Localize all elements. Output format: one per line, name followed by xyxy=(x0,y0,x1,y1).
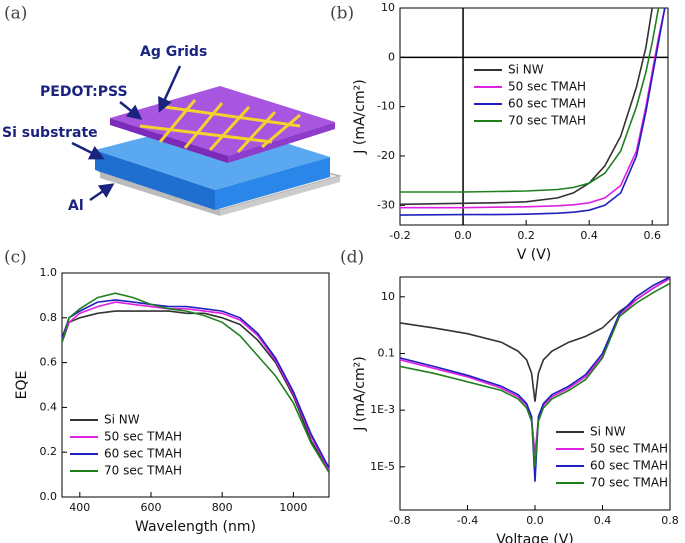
legend-label: 70 sec TMAH xyxy=(590,476,668,490)
series-line xyxy=(400,282,670,467)
series-line xyxy=(62,310,329,471)
diagram-label: Al xyxy=(68,198,84,214)
series-line xyxy=(62,301,329,471)
x-tick-label: 0.4 xyxy=(580,229,598,242)
legend-label: 50 sec TMAH xyxy=(508,80,586,94)
y-tick-label: 10 xyxy=(381,290,395,303)
x-tick-label: 1000 xyxy=(279,501,307,514)
y-tick-label: -10 xyxy=(377,100,395,113)
series-line xyxy=(400,8,660,193)
x-tick-label: 400 xyxy=(69,501,90,514)
y-axis-label: EQE xyxy=(14,371,30,400)
x-axis-label: Wavelength (nm) xyxy=(135,519,256,535)
plot-frame xyxy=(399,7,669,226)
y-tick-label: 1.0 xyxy=(40,266,58,279)
x-tick-label: 0.6 xyxy=(643,229,661,242)
panel-label: (b) xyxy=(330,4,354,24)
diagram-label: Si substrate xyxy=(2,125,98,141)
diagram-label: Ag Grids xyxy=(140,44,207,60)
legend-label: 60 sec TMAH xyxy=(590,459,668,473)
legend-label: 70 sec TMAH xyxy=(104,464,182,478)
x-tick-label: 0.0 xyxy=(454,229,472,242)
legend-label: 50 sec TMAH xyxy=(590,442,668,456)
panel-label: (d) xyxy=(340,248,364,268)
x-tick-label: 800 xyxy=(212,501,233,514)
y-tick-label: 0.1 xyxy=(378,346,396,359)
x-axis-label: V (V) xyxy=(517,247,552,263)
x-tick-label: -0.4 xyxy=(457,514,478,527)
x-tick-label: 0.2 xyxy=(517,229,535,242)
y-tick-label: 0.2 xyxy=(40,445,58,458)
series-line xyxy=(400,8,666,216)
y-tick-label: -30 xyxy=(377,198,395,211)
y-tick-label: 0.8 xyxy=(40,311,58,324)
plot-frame xyxy=(399,276,671,511)
panel-label: (a) xyxy=(4,4,27,24)
x-tick-label: 0.8 xyxy=(661,514,679,527)
y-tick-label: 1E-3 xyxy=(370,403,395,416)
x-tick-label: 0.0 xyxy=(526,514,544,527)
y-tick-label: -20 xyxy=(377,149,395,162)
x-axis-label: Voltage (V) xyxy=(496,532,573,543)
y-tick-label: 0.4 xyxy=(40,400,58,413)
x-tick-label: -0.8 xyxy=(389,514,410,527)
x-tick-label: 600 xyxy=(141,501,162,514)
series-line xyxy=(62,292,329,473)
x-tick-label: -0.2 xyxy=(389,229,410,242)
y-axis-label: J (mA/cm²) xyxy=(352,356,368,431)
y-tick-label: 0.6 xyxy=(40,356,58,369)
y-tick-label: 10 xyxy=(381,1,395,14)
diagram-label: PEDOT:PSS xyxy=(40,84,128,100)
y-tick-label: 1E-5 xyxy=(370,460,395,473)
y-axis-label: J (mA/cm²) xyxy=(352,79,368,154)
legend-label: 60 sec TMAH xyxy=(508,97,586,111)
x-tick-label: 0.4 xyxy=(594,514,612,527)
legend-label: 60 sec TMAH xyxy=(104,447,182,461)
series-line xyxy=(400,8,653,206)
legend-label: 50 sec TMAH xyxy=(104,430,182,444)
legend-label: Si NW xyxy=(104,413,140,427)
y-tick-label: 0 xyxy=(388,50,395,63)
device-diagram: Ag Grids PEDOT:PSS Si substrate Al xyxy=(2,44,342,216)
series-line xyxy=(400,8,666,209)
series-line xyxy=(400,277,670,482)
legend-label: 70 sec TMAH xyxy=(508,114,586,128)
legend-label: Si NW xyxy=(590,425,626,439)
series-line xyxy=(62,299,329,469)
panel-label: (c) xyxy=(4,248,27,268)
legend-label: Si NW xyxy=(508,63,544,77)
y-tick-label: 0.0 xyxy=(40,490,58,503)
plot-frame xyxy=(61,272,330,498)
series-line xyxy=(400,277,670,402)
